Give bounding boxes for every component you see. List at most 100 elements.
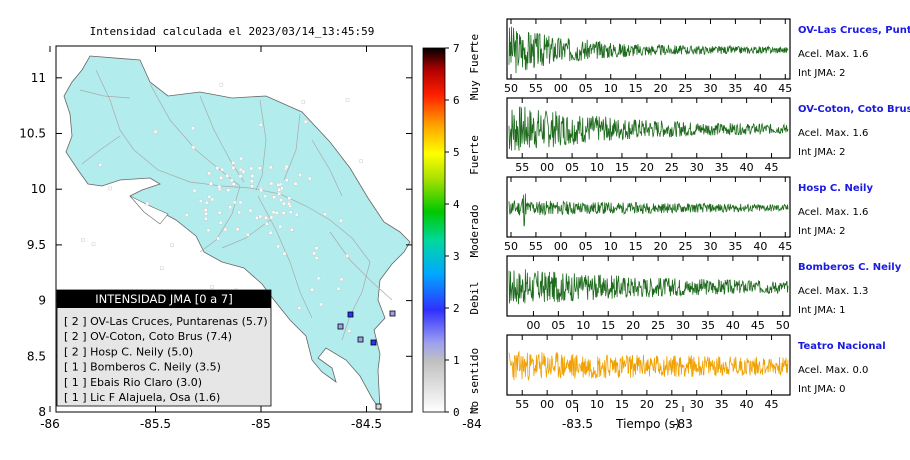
waveform-tick-label: 30 [703, 240, 717, 253]
waveform-accel: Acel. Max. 1.6 [798, 128, 868, 139]
map-x-tick-label: -85.5 [140, 417, 171, 431]
waveform-trace [508, 106, 789, 151]
station-dot [249, 166, 253, 171]
road-network [79, 69, 393, 341]
station-dot [274, 211, 279, 215]
legend-item: [ 2 ] OV-Coton, Coto Brus (7.4) [64, 330, 232, 343]
station-dot [223, 227, 228, 232]
waveform-tick-label: 55 [529, 82, 543, 95]
station-dot [204, 212, 208, 216]
waveform-jma: Int JMA: 1 [798, 305, 846, 316]
waveform-tick-label: 05 [551, 319, 565, 332]
intensity-station-marker [337, 323, 344, 330]
map-x-tick-label: -84 [462, 417, 482, 431]
waveform-tick-label: 15 [601, 319, 615, 332]
waveform-tick-label: 25 [665, 161, 679, 174]
waveform-tick-label: 40 [740, 398, 754, 411]
waveform-tick-label: 50 [504, 240, 518, 253]
map-y-tick-label: 10.5 [19, 127, 46, 141]
station-dot [231, 182, 236, 186]
station-dot [258, 123, 263, 127]
station-dot [170, 243, 174, 247]
station-dot [272, 195, 276, 199]
waveform-tick-label: 05 [579, 82, 593, 95]
waveform-trace [508, 26, 789, 74]
station-dot [145, 201, 149, 206]
map-x-tick-label: -86 [40, 417, 60, 431]
waveform-tick-label: 00 [554, 240, 568, 253]
station-dot [281, 211, 286, 215]
station-dot [226, 188, 231, 192]
station-dot [160, 266, 164, 271]
intensity-station-marker [370, 339, 377, 346]
colorbar-label: Fuerte [468, 135, 481, 175]
waveform-station-name: OV-Las Cruces, Puntar [798, 25, 910, 36]
intensity-station-marker [357, 336, 364, 343]
waveform-tick-label: 25 [679, 82, 693, 95]
station-dot [250, 184, 254, 188]
station-dot [265, 221, 269, 226]
station-dot [277, 188, 281, 192]
waveform-tick-label: 10 [590, 398, 604, 411]
station-dot [232, 200, 237, 205]
station-dot [339, 218, 343, 223]
waveform-tick-label: 40 [753, 240, 767, 253]
map-title: Intensidad calculada el 2023/03/14_13:45… [90, 25, 375, 38]
station-dot [257, 166, 262, 170]
station-dot [345, 254, 350, 258]
waveform-tick-label: 45 [778, 240, 792, 253]
station-dot [314, 246, 319, 250]
station-dot [153, 129, 158, 134]
waveform-tick-label: 40 [726, 319, 740, 332]
colorbar-tick-label: 4 [453, 198, 460, 211]
colorbar-tick-label: 6 [453, 94, 460, 107]
colorbar-tick-label: 2 [453, 302, 460, 315]
station-dot [284, 164, 289, 169]
waveform-tick-label: 35 [701, 319, 715, 332]
station-dot [268, 231, 273, 235]
station-dot [263, 194, 267, 199]
station-dot [282, 252, 287, 256]
waveform-tick-label: 35 [715, 398, 729, 411]
station-dot [206, 228, 211, 233]
waveform-tick-label: 30 [690, 398, 704, 411]
colorbar-tick-label: 5 [453, 146, 460, 159]
station-dot [310, 287, 314, 292]
station-dot [218, 221, 223, 225]
waveform-jma: Int JMA: 0 [798, 384, 846, 395]
waveform-panel: 55 00 05 10 15 20 25 30 35 40 45 OV-Coton, Coto Bru… [506, 97, 910, 174]
station-dot [203, 208, 208, 212]
waveform-tick-label: 35 [715, 161, 729, 174]
station-dot [225, 174, 229, 178]
station-dot [217, 210, 222, 215]
station-dot [207, 171, 211, 176]
waveform-tick-label: 55 [515, 161, 529, 174]
legend-item: [ 2 ] OV-Las Cruces, Puntarenas (5.7) [64, 315, 268, 328]
station-dot [269, 181, 274, 186]
station-dot [248, 208, 253, 213]
station-dot [336, 287, 341, 291]
waveform-station-name: OV-Coton, Coto Brus [798, 104, 910, 115]
station-dot [108, 186, 112, 191]
waveform-jma: Int JMA: 2 [798, 68, 846, 79]
waveform-accel: Acel. Max. 1.3 [798, 286, 868, 297]
waveform-accel: Acel. Max. 1.6 [798, 49, 868, 60]
station-dot [219, 83, 224, 87]
waveform-panel: 55 00 05 10 15 20 25 30 35 40 45 Teatro Nacional Ace… [506, 334, 886, 411]
station-dot [207, 195, 212, 199]
station-points [81, 83, 363, 339]
waveform-tick-label: 25 [679, 240, 693, 253]
intensity-station-marker [375, 403, 382, 410]
waveform-tick-label: 25 [651, 319, 665, 332]
waveform-tick-label: 05 [579, 240, 593, 253]
waveform-station-name: Teatro Nacional [798, 341, 886, 352]
station-dot [298, 173, 302, 177]
station-dot [269, 165, 273, 170]
waveform-tick-label: 00 [526, 319, 540, 332]
colorbar-tick-label: 0 [453, 406, 460, 419]
station-dot [229, 178, 234, 183]
station-dot [271, 210, 276, 215]
waveform-station-name: Bomberos C. Neily [798, 262, 902, 273]
station-dot [279, 198, 283, 202]
station-dot [238, 174, 243, 179]
